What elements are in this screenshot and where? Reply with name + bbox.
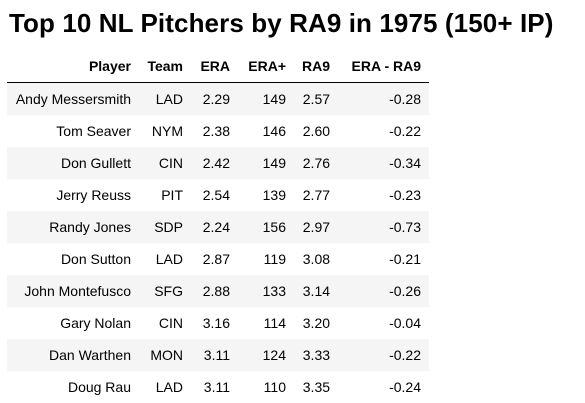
cell-era-minus-ra9: -0.24 bbox=[338, 371, 429, 403]
table-row: Don Sutton LAD 2.87 119 3.08 -0.21 bbox=[7, 243, 429, 275]
cell-era-plus: 156 bbox=[238, 211, 294, 243]
table-row: John Montefusco SFG 2.88 133 3.14 -0.26 bbox=[7, 275, 429, 307]
cell-era: 3.11 bbox=[191, 339, 238, 371]
cell-era-minus-ra9: -0.22 bbox=[338, 115, 429, 147]
cell-ra9: 2.77 bbox=[294, 179, 338, 211]
cell-era: 2.38 bbox=[191, 115, 238, 147]
cell-player: Andy Messersmith bbox=[7, 83, 139, 116]
cell-era-plus: 119 bbox=[238, 243, 294, 275]
cell-player: Tom Seaver bbox=[7, 115, 139, 147]
page-title: Top 10 NL Pitchers by RA9 in 1975 (150+ … bbox=[9, 5, 554, 41]
table-row: Doug Rau LAD 3.11 110 3.35 -0.24 bbox=[7, 371, 429, 403]
table-row: Andy Messersmith LAD 2.29 149 2.57 -0.28 bbox=[7, 83, 429, 116]
cell-era: 2.24 bbox=[191, 211, 238, 243]
table-row: Tom Seaver NYM 2.38 146 2.60 -0.22 bbox=[7, 115, 429, 147]
pitchers-table: Player Team ERA ERA+ RA9 ERA - RA9 Andy … bbox=[7, 50, 429, 403]
cell-team: NYM bbox=[139, 115, 191, 147]
cell-team: LAD bbox=[139, 83, 191, 116]
cell-era-plus: 149 bbox=[238, 147, 294, 179]
cell-era-plus: 110 bbox=[238, 371, 294, 403]
column-header-ra9[interactable]: RA9 bbox=[294, 50, 338, 83]
column-header-era-minus-ra9[interactable]: ERA - RA9 bbox=[338, 50, 429, 83]
cell-era: 2.42 bbox=[191, 147, 238, 179]
cell-era: 3.16 bbox=[191, 307, 238, 339]
table-body: Andy Messersmith LAD 2.29 149 2.57 -0.28… bbox=[7, 83, 429, 403]
cell-team: CIN bbox=[139, 307, 191, 339]
cell-era: 2.54 bbox=[191, 179, 238, 211]
column-header-era[interactable]: ERA bbox=[191, 50, 238, 83]
cell-era: 2.87 bbox=[191, 243, 238, 275]
cell-era-plus: 124 bbox=[238, 339, 294, 371]
cell-era-minus-ra9: -0.73 bbox=[338, 211, 429, 243]
cell-ra9: 2.97 bbox=[294, 211, 338, 243]
cell-era-minus-ra9: -0.28 bbox=[338, 83, 429, 116]
cell-era-minus-ra9: -0.26 bbox=[338, 275, 429, 307]
cell-era: 2.88 bbox=[191, 275, 238, 307]
cell-ra9: 2.76 bbox=[294, 147, 338, 179]
cell-team: SDP bbox=[139, 211, 191, 243]
cell-team: CIN bbox=[139, 147, 191, 179]
table-row: Randy Jones SDP 2.24 156 2.97 -0.73 bbox=[7, 211, 429, 243]
cell-era-plus: 114 bbox=[238, 307, 294, 339]
cell-era: 2.29 bbox=[191, 83, 238, 116]
header-row: Player Team ERA ERA+ RA9 ERA - RA9 bbox=[7, 50, 429, 83]
column-header-era-plus[interactable]: ERA+ bbox=[238, 50, 294, 83]
cell-ra9: 2.60 bbox=[294, 115, 338, 147]
cell-ra9: 3.35 bbox=[294, 371, 338, 403]
table-row: Don Gullett CIN 2.42 149 2.76 -0.34 bbox=[7, 147, 429, 179]
cell-era-minus-ra9: -0.04 bbox=[338, 307, 429, 339]
cell-era-plus: 133 bbox=[238, 275, 294, 307]
cell-player: Gary Nolan bbox=[7, 307, 139, 339]
cell-era-minus-ra9: -0.21 bbox=[338, 243, 429, 275]
column-header-team[interactable]: Team bbox=[139, 50, 191, 83]
cell-team: PIT bbox=[139, 179, 191, 211]
cell-era-minus-ra9: -0.23 bbox=[338, 179, 429, 211]
column-header-player[interactable]: Player bbox=[7, 50, 139, 83]
cell-team: MON bbox=[139, 339, 191, 371]
cell-player: Don Sutton bbox=[7, 243, 139, 275]
cell-player: John Montefusco bbox=[7, 275, 139, 307]
table-row: Jerry Reuss PIT 2.54 139 2.77 -0.23 bbox=[7, 179, 429, 211]
table-header: Player Team ERA ERA+ RA9 ERA - RA9 bbox=[7, 50, 429, 83]
cell-ra9: 3.08 bbox=[294, 243, 338, 275]
cell-era-minus-ra9: -0.22 bbox=[338, 339, 429, 371]
cell-era: 3.11 bbox=[191, 371, 238, 403]
cell-team: SFG bbox=[139, 275, 191, 307]
table-row: Dan Warthen MON 3.11 124 3.33 -0.22 bbox=[7, 339, 429, 371]
cell-player: Randy Jones bbox=[7, 211, 139, 243]
cell-team: LAD bbox=[139, 243, 191, 275]
cell-player: Dan Warthen bbox=[7, 339, 139, 371]
table-row: Gary Nolan CIN 3.16 114 3.20 -0.04 bbox=[7, 307, 429, 339]
cell-ra9: 3.33 bbox=[294, 339, 338, 371]
cell-player: Doug Rau bbox=[7, 371, 139, 403]
cell-player: Jerry Reuss bbox=[7, 179, 139, 211]
cell-era-plus: 149 bbox=[238, 83, 294, 116]
cell-player: Don Gullett bbox=[7, 147, 139, 179]
cell-team: LAD bbox=[139, 371, 191, 403]
cell-ra9: 3.20 bbox=[294, 307, 338, 339]
cell-ra9: 2.57 bbox=[294, 83, 338, 116]
cell-ra9: 3.14 bbox=[294, 275, 338, 307]
cell-era-minus-ra9: -0.34 bbox=[338, 147, 429, 179]
cell-era-plus: 146 bbox=[238, 115, 294, 147]
cell-era-plus: 139 bbox=[238, 179, 294, 211]
